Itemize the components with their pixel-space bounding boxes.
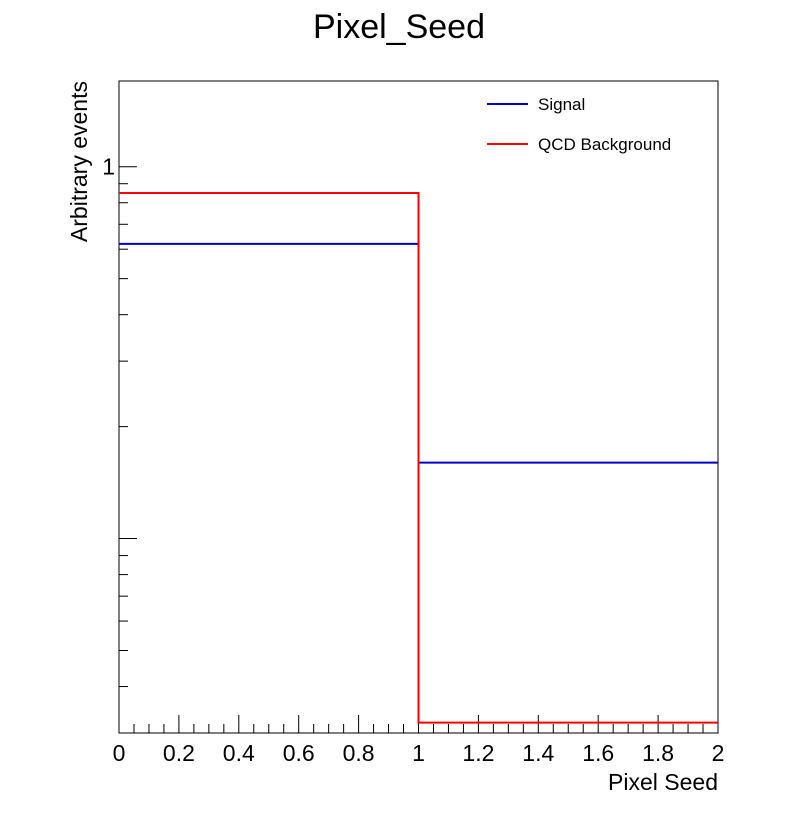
x-axis-title: Pixel Seed xyxy=(608,769,718,795)
x-tick-label: 0.4 xyxy=(223,740,255,766)
y-axis-ticks xyxy=(119,166,137,734)
x-tick-label: 1.6 xyxy=(582,740,614,766)
legend-label: QCD Background xyxy=(538,135,671,154)
legend: Signal QCD Background xyxy=(487,95,671,154)
x-tick-label: 2 xyxy=(712,740,725,766)
y-tick-label: 1 xyxy=(102,154,115,180)
x-tick-label: 1.8 xyxy=(642,740,674,766)
x-axis-tick-labels: 0 0.2 0.4 0.6 0.8 1 1.2 1.4 1.6 1.8 2 xyxy=(113,740,725,766)
x-tick-label: 0.8 xyxy=(343,740,375,766)
x-tick-label: 0.6 xyxy=(283,740,315,766)
series-line-qcd-background xyxy=(119,191,718,724)
y-axis-tick-labels: 1 xyxy=(102,154,115,180)
chart-title: Pixel_Seed xyxy=(313,8,485,46)
histogram-series xyxy=(119,191,718,724)
legend-label: Signal xyxy=(538,95,585,114)
x-tick-label: 1.4 xyxy=(522,740,554,766)
x-tick-label: 0.2 xyxy=(163,740,195,766)
y-axis-title: Arbitrary events xyxy=(66,81,92,242)
x-tick-label: 1.2 xyxy=(462,740,494,766)
x-tick-label: 1 xyxy=(412,740,425,766)
x-axis-ticks xyxy=(118,715,719,733)
x-tick-label: 0 xyxy=(113,740,126,766)
